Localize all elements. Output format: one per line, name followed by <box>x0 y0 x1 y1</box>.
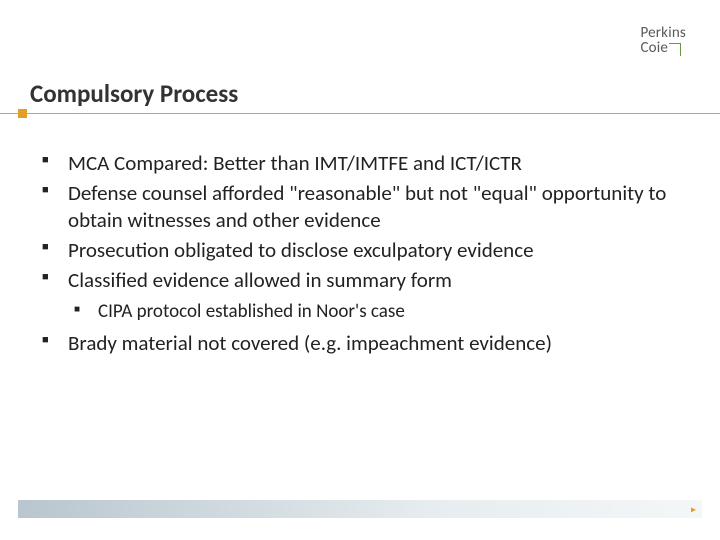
sub-bullet-text: CIPA protocol established in Noor's case <box>98 300 405 323</box>
divider-line <box>0 113 720 114</box>
title-divider <box>0 113 720 114</box>
slide: Perkins Coie Compulsory Process MCA Comp… <box>0 0 720 540</box>
bullet-item: Classified evidence allowed in summary f… <box>42 267 680 324</box>
arrow-right-icon: ▸ <box>691 503 696 516</box>
content-area: MCA Compared: Better than IMT/IMTFE and … <box>42 150 680 359</box>
logo-text-bottom: Coie <box>640 41 668 56</box>
bullet-text: Defense counsel afforded "reasonable" bu… <box>68 180 666 234</box>
brand-logo: Perkins Coie <box>640 26 686 56</box>
divider-accent-icon <box>18 109 27 118</box>
bullet-item: Defense counsel afforded "reasonable" bu… <box>42 180 680 235</box>
bullet-item: Brady material not covered (e.g. impeach… <box>42 330 680 358</box>
bullet-text: Prosecution obligated to disclose exculp… <box>68 237 534 263</box>
footer-bar: ▸ <box>18 500 702 518</box>
bullet-item: MCA Compared: Better than IMT/IMTFE and … <box>42 150 680 178</box>
bullet-item: Prosecution obligated to disclose exculp… <box>42 237 680 265</box>
sub-bullet-item: CIPA protocol established in Noor's case <box>74 299 680 324</box>
logo-line-icon <box>669 43 681 56</box>
bullet-list: MCA Compared: Better than IMT/IMTFE and … <box>42 150 680 357</box>
slide-title: Compulsory Process <box>30 78 238 109</box>
bullet-text: Classified evidence allowed in summary f… <box>68 267 452 293</box>
logo-bottom-row: Coie <box>640 41 686 56</box>
sub-bullet-list: CIPA protocol established in Noor's case <box>68 299 680 324</box>
bullet-text: Brady material not covered (e.g. impeach… <box>68 330 552 356</box>
bullet-text: MCA Compared: Better than IMT/IMTFE and … <box>68 150 522 176</box>
